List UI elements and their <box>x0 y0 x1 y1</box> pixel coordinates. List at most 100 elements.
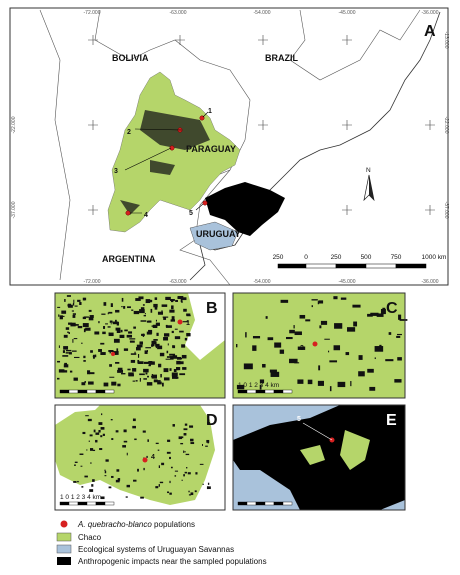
impact-patch <box>236 384 245 390</box>
impact-patch <box>94 354 97 358</box>
impact-patch <box>177 296 183 299</box>
scale-segment <box>59 389 70 394</box>
uruguayan-savannas <box>189 221 239 251</box>
impact-patch <box>162 316 169 318</box>
scale-segment <box>86 501 97 506</box>
impact-patch <box>396 333 402 336</box>
impact-patch <box>155 442 159 445</box>
impact-patch <box>59 315 63 320</box>
site-label: 1 <box>186 320 190 327</box>
impact-patch <box>111 438 114 441</box>
impact-patch <box>61 370 68 373</box>
impact-patch <box>265 316 268 319</box>
impact-patch <box>135 380 138 382</box>
legend: A. quebracho-blanco populations Chaco Ec… <box>56 520 267 566</box>
impact-patch <box>374 357 376 360</box>
coord-label: -72.000 <box>84 279 101 285</box>
impact-patch <box>243 363 253 370</box>
impact-patch <box>105 323 108 325</box>
impact-patch <box>208 486 210 489</box>
impact-patch <box>88 309 92 312</box>
impact-patch <box>328 350 330 353</box>
impact-patch <box>111 475 114 478</box>
impact-patch <box>157 381 162 385</box>
impact-patch <box>65 352 69 354</box>
impact-patch <box>117 383 121 387</box>
impact-patch <box>73 377 78 381</box>
impact-patch <box>167 439 171 442</box>
impact-patch <box>109 351 111 354</box>
impact-patch <box>64 298 66 302</box>
impact-patch <box>369 386 376 391</box>
impact-patch <box>176 367 181 371</box>
scale-segment <box>264 389 275 394</box>
impact-patch <box>62 350 66 353</box>
impact-patch <box>103 302 107 306</box>
impact-patch <box>62 315 65 317</box>
legend-label: Anthropogenic impacts near the sampled p… <box>78 557 267 566</box>
impact-patch <box>129 340 135 343</box>
impact-patch <box>367 313 373 317</box>
scale-segment <box>104 501 115 506</box>
anthropogenic-impacts <box>120 110 210 215</box>
scale-segment <box>365 263 397 269</box>
impact-patch <box>205 445 208 447</box>
impact-patch <box>126 484 130 488</box>
impact-patch <box>166 451 171 454</box>
impact-patch <box>195 472 198 475</box>
impact-patch <box>159 481 164 484</box>
scale-label: 1000 km <box>422 254 447 261</box>
impact-patch <box>181 436 184 439</box>
scale-bar <box>237 501 293 506</box>
impact-patch <box>157 449 160 451</box>
impact-patch <box>174 336 181 340</box>
impact-patch <box>105 459 109 462</box>
scale-segment <box>277 263 307 269</box>
impact-patch <box>179 330 184 333</box>
impact-patch <box>77 299 81 302</box>
impact-patch <box>179 373 186 376</box>
impact-patch <box>124 329 128 332</box>
impact-patch <box>136 344 143 348</box>
impact-patch <box>139 309 145 314</box>
impact-patch <box>117 478 121 481</box>
impact-patch <box>194 490 197 493</box>
impact-patch <box>89 489 94 492</box>
impact-patch <box>138 346 143 348</box>
impact-patch <box>183 450 185 453</box>
impact-patch <box>71 350 77 352</box>
impact-patch <box>157 345 163 350</box>
impact-patch <box>145 347 152 349</box>
impact-patch <box>137 359 140 364</box>
coord-label: -54.000 <box>254 279 271 285</box>
impact-patch <box>101 413 103 416</box>
impact-patch <box>132 418 136 422</box>
impact-patch <box>104 470 107 474</box>
impact-patch <box>110 303 113 307</box>
impact-patch <box>317 380 324 386</box>
scale-segment <box>59 501 70 506</box>
country-label: ARGENTINA <box>102 254 156 264</box>
impact-patch <box>139 373 145 376</box>
graticule <box>88 35 435 215</box>
impact-patch <box>79 453 84 455</box>
impact-patch <box>58 345 60 348</box>
impact-patch <box>83 316 89 318</box>
impact-patch <box>73 356 80 359</box>
impact-patch <box>107 326 111 328</box>
chaco-region <box>300 430 370 470</box>
site-label: 1 <box>208 108 212 115</box>
coord-label: -22.000 <box>443 117 449 134</box>
scale-segment <box>77 501 88 506</box>
impact-patch <box>128 331 133 334</box>
impact-patch <box>289 329 295 334</box>
impact-patch <box>181 354 187 359</box>
impact-patch <box>108 350 114 353</box>
scale-segment <box>68 389 79 394</box>
impact-patch <box>150 308 153 313</box>
coord-label: -22.000 <box>11 116 17 133</box>
impact-patch <box>132 380 136 382</box>
impact-patch <box>172 355 178 359</box>
impact-patch <box>140 320 147 322</box>
impact-patch <box>100 496 105 500</box>
